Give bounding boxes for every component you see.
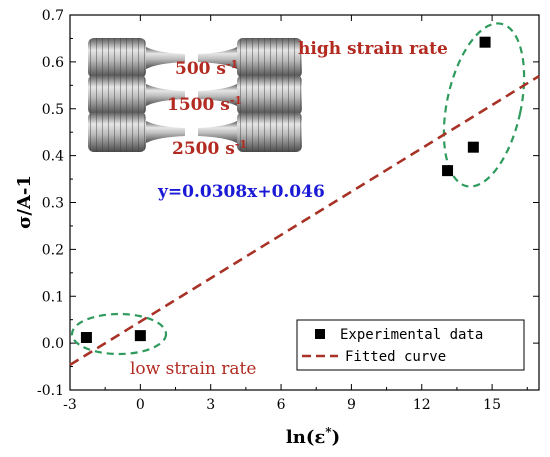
specimen-1 [88,38,302,78]
specimen-right-neck [198,84,237,106]
fitted-curve-line [69,75,540,366]
y-tick-label: 0.1 [42,289,64,305]
specimen-photo [88,38,302,152]
y-tick-label: 0.7 [42,8,64,24]
low-strain-rate-label: low strain rate [130,359,256,379]
x-axis-title-close: ) [332,427,341,448]
data-points [80,36,491,343]
legend-label-experimental: Experimental data [340,327,483,343]
specimen-left-thread [88,38,146,78]
data-point-1 [80,332,92,343]
axis-ticks [69,14,539,391]
x-tick-label: 9 [347,397,356,413]
data-point-2 [134,330,146,342]
legend-box [296,319,525,371]
data-point-5 [479,36,491,48]
strain-rate-label-2: 1500 s-1 [167,94,242,116]
axis-tick-labels: -3 0 3 6 9 12 15 -0.1 0.0 0.1 0.2 0.3 0.4 0.5 0.6 0.7 [37,8,501,413]
y-tick-label: 0.0 [42,336,64,352]
x-axis-title-base: ln(ε [286,427,325,448]
x-tick-label: -3 [63,397,77,413]
y-tick-label: -0.1 [37,383,64,399]
specimen-left-neck [146,47,185,69]
legend-label-fitted: Fitted curve [345,349,446,365]
specimen-right-neck [198,47,237,69]
specimen-left-thread [88,112,146,152]
high-strain-rate-label: high strain rate [298,39,448,59]
low-strain-ellipse [70,312,168,356]
specimen-right-thread [237,75,302,115]
y-tick-label: 0.3 [42,196,64,212]
fitted-curve-layer [69,75,540,366]
specimen-right-neck [198,121,237,143]
strain-rate-value: 1500 s [167,95,230,115]
legend-marker-experimental [315,329,325,339]
y-axis-title: σ/A-1 [14,175,35,229]
strain-rate-unit-sup: -1 [230,94,242,107]
specimen-left-neck [146,84,185,106]
x-axis-title-sup: * [325,425,332,439]
strain-rate-label-3: 2500 s-1 [172,138,247,160]
y-tick-label: 0.5 [42,102,64,118]
y-tick-label: 0.4 [42,149,64,165]
data-point-4 [467,141,479,153]
x-axis-title: ln(ε*) [286,425,340,448]
specimen-2 [88,75,302,115]
x-tick-label: 0 [136,397,145,413]
grouping-ellipses [70,22,526,356]
x-tick-label: 12 [413,397,431,413]
specimen-right-thread [237,112,302,152]
strain-rate-label-1: 500 s-1 [175,58,238,80]
high-strain-ellipse [442,22,526,188]
strain-rate-value: 2500 s [172,139,235,159]
specimen-3 [88,112,302,152]
specimen-left-thread [88,75,146,115]
y-tick-label: 0.6 [42,55,64,71]
strain-rate-unit-sup: -1 [226,58,238,71]
y-tick-label: 0.2 [42,242,64,258]
equation-label: y=0.0308x+0.046 [157,182,325,202]
specimen-left-neck [146,121,185,143]
x-tick-label: 3 [206,397,215,413]
specimen-right-thread [237,38,302,78]
x-tick-label: 15 [483,397,501,413]
strain-rate-value: 500 s [175,59,226,79]
strain-rate-unit-sup: -1 [235,138,247,151]
legend: Experimental data Fitted curve [296,319,525,371]
x-tick-label: 6 [277,397,286,413]
data-point-3 [442,165,454,177]
